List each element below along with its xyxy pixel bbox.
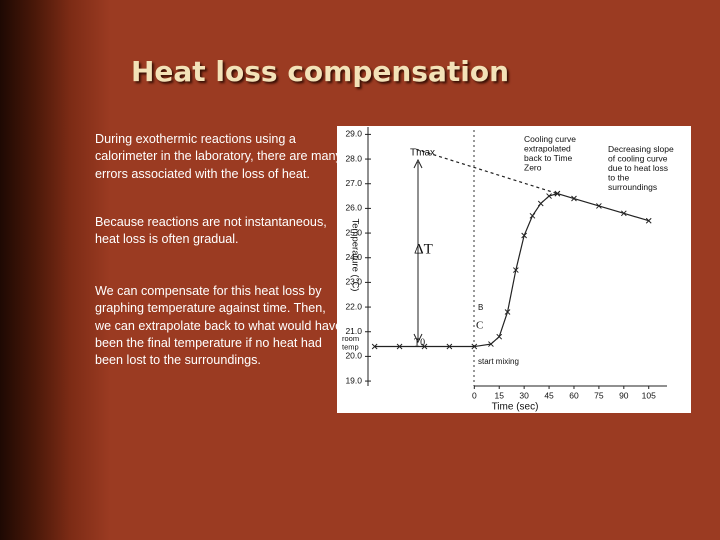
y-tick-label: 29.0 bbox=[345, 129, 362, 139]
x-tick-label: 15 bbox=[494, 390, 504, 400]
y-tick-label: 19.0 bbox=[345, 375, 362, 385]
point-marker bbox=[546, 193, 552, 199]
point-marker bbox=[446, 343, 453, 350]
point-marker bbox=[529, 212, 536, 219]
y-tick-label: 28.0 bbox=[345, 153, 362, 163]
x-tick-label: 75 bbox=[594, 390, 604, 400]
point-marker bbox=[504, 309, 511, 315]
point-marker bbox=[512, 267, 519, 273]
point-marker bbox=[471, 343, 478, 350]
x-tick-label: 30 bbox=[519, 390, 529, 400]
figure-background bbox=[337, 126, 691, 413]
point-marker bbox=[554, 190, 561, 197]
point-marker bbox=[620, 210, 627, 217]
annotation: ΔT bbox=[414, 241, 433, 257]
y-axis-label: Temperature (°C) bbox=[349, 219, 360, 292]
x-tick-label: 105 bbox=[642, 390, 656, 400]
paragraph: We can compensate for this heat loss by … bbox=[95, 284, 343, 368]
y-tick-label: 26.0 bbox=[345, 203, 362, 213]
point-marker bbox=[396, 343, 403, 350]
point-marker bbox=[521, 232, 527, 239]
annotation: T0 bbox=[414, 337, 425, 348]
y-tick-label: 21.0 bbox=[345, 326, 362, 336]
point-marker bbox=[537, 200, 544, 207]
annotation: start mixing bbox=[478, 357, 519, 366]
annotation: Decreasing slope of cooling curve due to h… bbox=[608, 144, 674, 192]
slide-title: Heat loss compensation bbox=[130, 55, 510, 88]
point-marker bbox=[421, 343, 428, 350]
annotation: B bbox=[478, 303, 483, 312]
y-tick-label: 27.0 bbox=[345, 178, 362, 188]
y-tick-label: 25.0 bbox=[345, 227, 362, 237]
paragraph: During exothermic reactions using a calo… bbox=[95, 132, 342, 181]
x-tick-label: 90 bbox=[619, 390, 629, 400]
arrow-heads bbox=[413, 158, 423, 344]
annotation: room temp bbox=[342, 334, 359, 352]
paragraph: Because reactions are not instantaneous,… bbox=[95, 215, 327, 247]
point-marker bbox=[645, 217, 652, 224]
point-marker bbox=[496, 333, 503, 340]
point-marker bbox=[488, 341, 494, 347]
x-tick-label: 60 bbox=[569, 390, 579, 400]
point-marker bbox=[371, 343, 378, 350]
y-tick-label: 23.0 bbox=[345, 277, 362, 287]
annotation: Tmax bbox=[410, 148, 435, 159]
x-tick-label: 0 bbox=[472, 390, 477, 400]
y-tick-label: 24.0 bbox=[345, 252, 362, 262]
x-tick-label: 45 bbox=[544, 390, 554, 400]
annotation: Cooling curve extrapolated back to Time Zer… bbox=[524, 134, 576, 173]
point-marker bbox=[596, 203, 602, 209]
point-marker bbox=[571, 195, 577, 202]
extrapolated-line bbox=[415, 148, 558, 195]
y-tick-label: 20.0 bbox=[345, 351, 362, 361]
annotation: C bbox=[476, 320, 483, 332]
y-tick-label: 22.0 bbox=[345, 301, 362, 311]
x-axis-label: Time (sec) bbox=[492, 402, 539, 413]
